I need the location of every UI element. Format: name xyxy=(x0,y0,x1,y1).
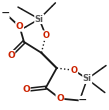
Text: O: O xyxy=(22,85,30,94)
Text: —: — xyxy=(79,96,87,105)
Text: O: O xyxy=(42,31,49,40)
Text: O: O xyxy=(7,50,15,60)
Text: O: O xyxy=(71,66,78,75)
Text: O: O xyxy=(16,22,24,31)
Text: Si: Si xyxy=(35,15,44,24)
Text: —: — xyxy=(2,9,9,18)
Text: Si: Si xyxy=(83,74,92,83)
Text: O: O xyxy=(56,94,64,103)
